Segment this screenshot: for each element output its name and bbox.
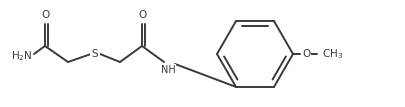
Text: O: O (42, 10, 50, 20)
Text: O: O (301, 49, 309, 59)
Text: NH: NH (160, 65, 175, 75)
Text: S: S (92, 49, 98, 59)
Text: O: O (139, 10, 147, 20)
Text: $\mathregular{H_2N}$: $\mathregular{H_2N}$ (11, 49, 33, 63)
Text: $\mathregular{CH_3}$: $\mathregular{CH_3}$ (321, 47, 342, 61)
